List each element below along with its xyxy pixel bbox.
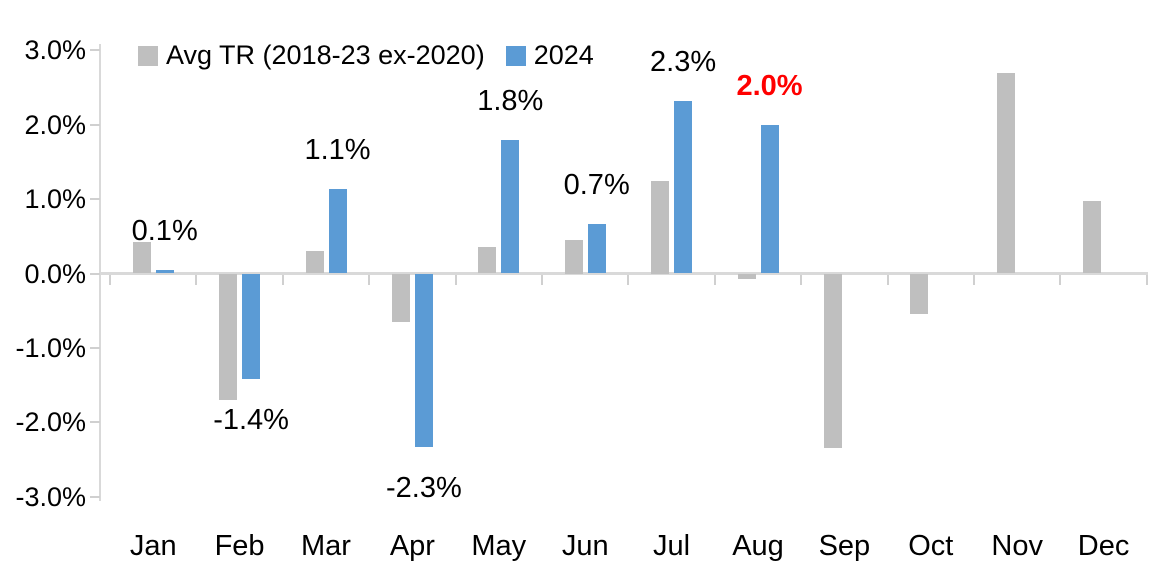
x-axis-tick [973,275,975,285]
bar-avg-oct [910,273,929,315]
bar-avg-jun [564,240,583,274]
bar-avg-dec [1083,201,1102,274]
data-label-feb: -1.4% [213,404,289,437]
y-axis-tick-label: 1.0% [24,184,86,215]
bar-avg-sep [823,273,842,449]
legend-swatch-2024-icon [505,45,526,66]
bar-avg-jan [132,242,151,274]
legend-item-avg: Avg TR (2018-23 ex-2020) [138,40,485,71]
x-axis-tick [454,275,457,285]
data-label-jun: 0.7% [563,168,630,201]
x-axis-line [100,272,1148,275]
y-axis-tick [90,198,100,201]
x-axis-category-label: Nov [991,530,1043,562]
bar-2024-apr [414,273,433,447]
bar-2024-may [501,139,520,274]
bar-avg-aug [737,273,756,279]
x-axis-category-label: Jun [561,530,609,562]
bar-2024-jun [587,223,606,274]
data-label-mar: 1.1% [304,134,371,167]
x-axis-tick [541,275,543,285]
legend-label-avg: Avg TR (2018-23 ex-2020) [166,40,485,70]
y-axis-tick-label: -1.0% [15,332,86,363]
x-axis-tick [281,275,284,285]
bar-2024-mar [328,189,347,274]
y-axis-tick-label: -3.0% [15,481,86,512]
legend: Avg TR (2018-23 ex-2020) 2024 [138,40,594,71]
bar-2024-aug [760,124,779,274]
bar-avg-mar [305,251,324,274]
x-axis-tick [1145,275,1148,285]
x-axis-tick [109,275,111,285]
legend-swatch-avg-icon [138,45,158,66]
x-axis-category-label: Oct [908,530,954,562]
data-label-jul: 2.3% [650,45,717,78]
bar-2024-jul [674,100,693,274]
x-axis-category-label: May [471,530,527,562]
x-axis-category-label: Mar [301,530,351,562]
x-axis-tick [713,275,716,285]
bar-avg-apr [391,273,410,322]
data-label-jan: 0.1% [131,214,198,247]
bar-2024-jan [155,269,174,274]
y-axis-tick [90,49,100,52]
x-axis-category-label: Feb [214,530,265,562]
x-axis-category-label: Sep [818,530,871,562]
y-axis-tick [90,421,100,424]
x-axis-category-label: Dec [1077,530,1130,562]
x-axis-tick [1059,275,1062,285]
bar-avg-nov [996,72,1015,274]
bar-avg-jul [651,180,670,274]
bar-avg-feb [219,273,238,400]
x-axis-tick [195,275,198,285]
y-axis-tick [90,495,100,498]
x-axis-tick [800,275,803,285]
x-axis-tick [627,275,630,285]
y-axis-tick [90,123,100,126]
bar-avg-may [478,246,497,274]
x-axis-category-label: Jul [653,530,691,562]
y-axis-tick-label: -2.0% [15,407,86,438]
x-axis-tick [368,275,371,285]
legend-item-2024: 2024 [505,40,594,71]
bar-2024-feb [242,273,261,380]
y-axis-tick [90,272,100,275]
data-label-may: 1.8% [477,84,544,117]
x-axis-category-label: Jan [129,530,177,562]
y-axis-tick-label: 2.0% [24,109,86,140]
y-axis-tick-label: 3.0% [24,35,86,66]
y-axis-tick [90,346,100,349]
x-axis-category-label: Aug [732,530,784,562]
legend-label-2024: 2024 [533,40,594,70]
data-label-apr: -2.3% [386,471,462,504]
x-axis-category-label: Apr [389,530,435,562]
data-label-aug: 2.0% [736,69,803,102]
x-axis-tick [886,275,889,285]
y-axis-tick-label: 0.0% [24,258,86,289]
